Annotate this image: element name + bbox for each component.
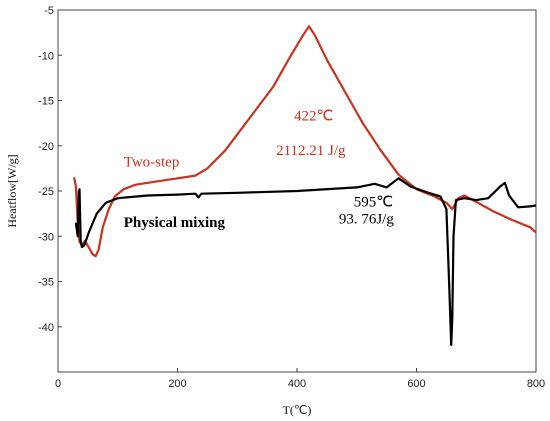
annotation-melt-temp: 595℃ (354, 194, 393, 210)
annotation-melt-enthalpy: 93. 76J/g (339, 212, 395, 228)
x-tick-label: 400 (288, 378, 306, 390)
x-tick-label: 0 (55, 378, 61, 390)
y-tick-label: -5 (44, 5, 54, 17)
y-tick-label: -15 (38, 96, 54, 108)
series-line-two-step (73, 25, 537, 258)
y-tick-label: -20 (38, 141, 54, 153)
x-tick-label: 200 (168, 378, 186, 390)
y-tick-label: -35 (38, 277, 54, 289)
annotation-peak-enthalpy: 2112.21 J/g (276, 143, 346, 159)
y-tick-label: -25 (38, 186, 54, 198)
annotation-physical-label: Physical mixing (124, 215, 226, 231)
x-tick-label: 600 (407, 378, 425, 390)
annotation-two-step-label: Two-step (124, 155, 180, 171)
y-tick-label: -10 (38, 50, 54, 62)
series-line-physical-mixing (74, 177, 537, 346)
axis-ticks: 0 200 400 600 800 -5 -10 -15 -20 -25 -30 -35 -40 (38, 5, 545, 390)
series-group (73, 25, 537, 346)
y-tick-label: -40 (38, 322, 54, 334)
annotation-group: Two-step 422℃ 2112.21 J/g Physical mixing 59… (124, 108, 395, 231)
x-axis-title: T(℃) (283, 403, 312, 417)
x-tick-label: 800 (527, 378, 545, 390)
annotation-peak-temp: 422℃ (294, 108, 333, 124)
y-axis-title: Heatflow[W/g] (5, 154, 19, 227)
y-tick-label: -30 (38, 231, 54, 243)
